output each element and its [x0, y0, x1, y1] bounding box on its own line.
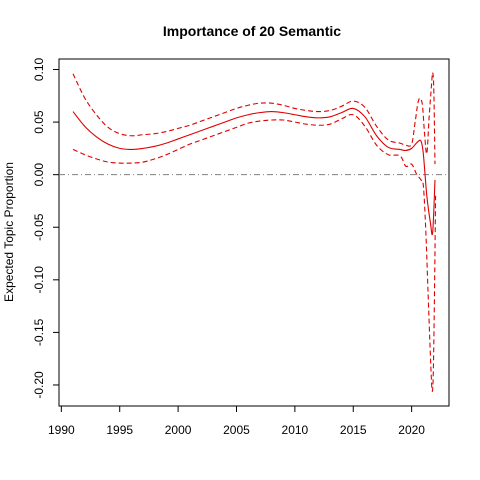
y-axis-title: Expected Topic Proportion: [2, 162, 16, 302]
chart-title: Importance of 20 Semantic: [163, 23, 341, 39]
y-tick-label--0.05: -0.05: [32, 213, 46, 241]
x-tick-label-2005: 2005: [223, 423, 250, 437]
plot-area: 1990 1995 2000 2005 2010 2015 2020 -0.20 -0.15 -0…: [32, 58, 450, 437]
x-tick-label-1995: 1995: [106, 423, 133, 437]
y-tick-label--0.10: -0.10: [32, 266, 46, 294]
y-tick-label--0.20: -0.20: [32, 371, 46, 399]
y-tick-label-0.10: 0.10: [32, 58, 46, 82]
series-line-estimate: [72, 107, 436, 236]
y-tick-label-0.00: 0.00: [32, 163, 46, 187]
plot-frame: [58, 58, 450, 407]
series-line-lower-ci: [72, 113, 437, 392]
y-tick-label-0.05: 0.05: [32, 110, 46, 134]
y-tick-label--0.15: -0.15: [32, 318, 46, 346]
x-tick-label-2015: 2015: [340, 423, 367, 437]
x-tick-label-2000: 2000: [165, 423, 192, 437]
x-tick-label-2020: 2020: [398, 423, 425, 437]
x-tick-label-1990: 1990: [48, 423, 75, 437]
x-tick-label-2010: 2010: [282, 423, 309, 437]
